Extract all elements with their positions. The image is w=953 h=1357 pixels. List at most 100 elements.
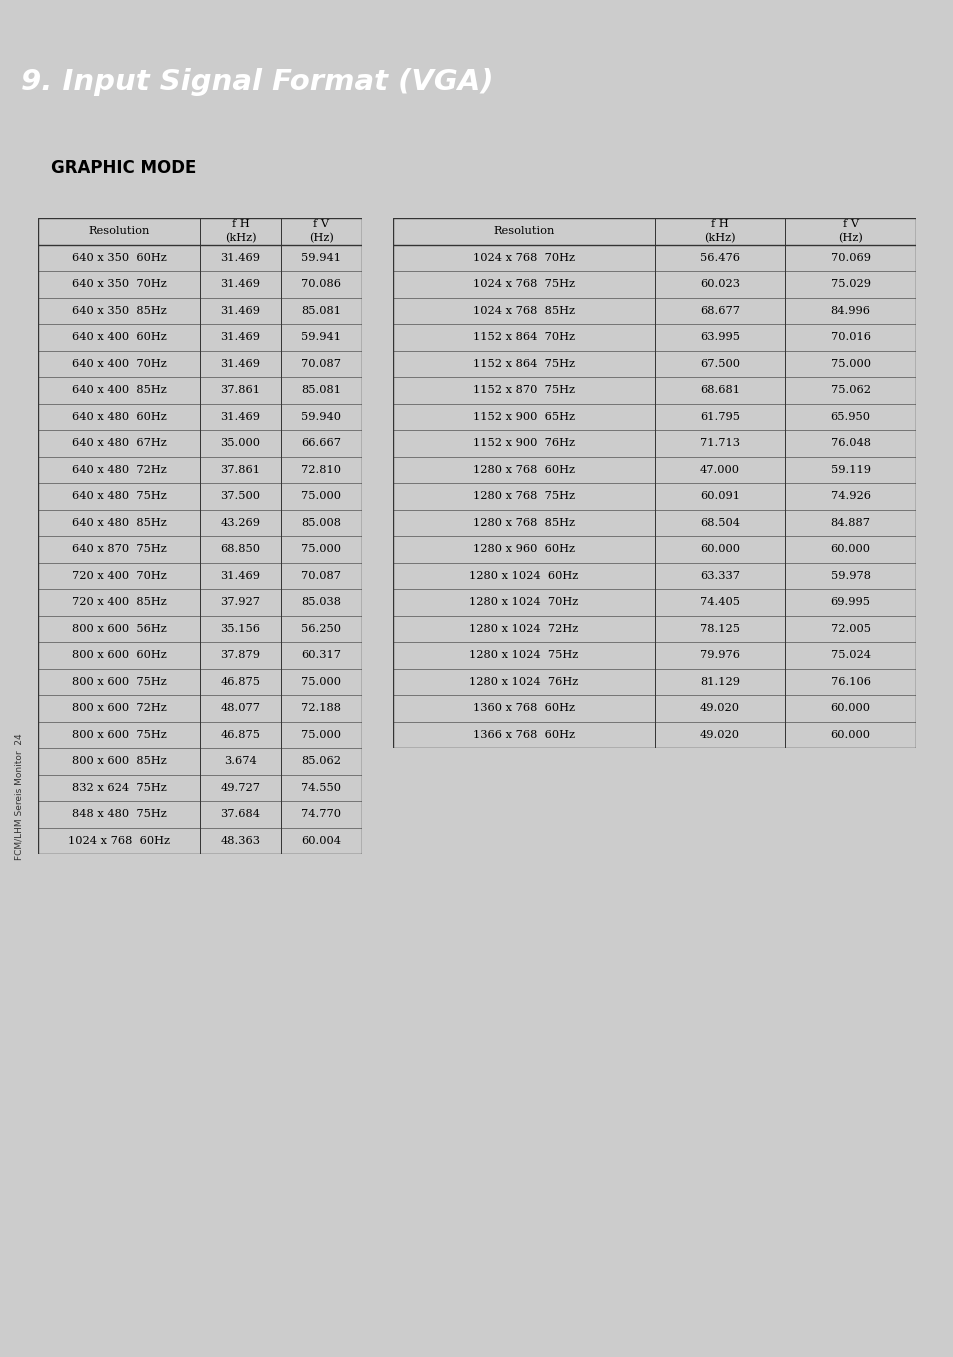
Text: 1280 x 1024  70Hz: 1280 x 1024 70Hz <box>469 597 578 607</box>
Text: 49.727: 49.727 <box>220 783 260 792</box>
Text: 72.188: 72.188 <box>301 703 341 714</box>
Text: 48.363: 48.363 <box>220 836 260 845</box>
Text: 69.995: 69.995 <box>830 597 870 607</box>
Text: f V
(Hz): f V (Hz) <box>309 220 334 243</box>
Text: 31.469: 31.469 <box>220 280 260 289</box>
Text: 47.000: 47.000 <box>700 464 740 475</box>
Text: FCM/LHM Sereis Monitor  24: FCM/LHM Sereis Monitor 24 <box>14 733 24 859</box>
Text: 63.995: 63.995 <box>700 332 740 342</box>
Text: 37.684: 37.684 <box>220 809 260 820</box>
Text: 37.500: 37.500 <box>220 491 260 501</box>
Text: 1152 x 864  75Hz: 1152 x 864 75Hz <box>473 358 574 369</box>
Text: 640 x 480  67Hz: 640 x 480 67Hz <box>71 438 166 448</box>
Text: 68.504: 68.504 <box>700 518 740 528</box>
Text: 31.469: 31.469 <box>220 252 260 263</box>
Text: 1024 x 768  85Hz: 1024 x 768 85Hz <box>473 305 574 316</box>
Text: 61.795: 61.795 <box>700 411 740 422</box>
Text: 60.000: 60.000 <box>830 544 870 554</box>
Text: 63.337: 63.337 <box>700 571 740 581</box>
Text: 79.976: 79.976 <box>700 650 740 661</box>
Text: 720 x 400  85Hz: 720 x 400 85Hz <box>71 597 166 607</box>
Text: 49.020: 49.020 <box>700 730 740 740</box>
Text: 60.000: 60.000 <box>700 544 740 554</box>
Text: 70.016: 70.016 <box>830 332 870 342</box>
Text: Resolution: Resolution <box>493 227 554 236</box>
Text: 78.125: 78.125 <box>700 624 740 634</box>
Text: 84.887: 84.887 <box>830 518 870 528</box>
Text: Resolution: Resolution <box>89 227 150 236</box>
Text: 76.106: 76.106 <box>830 677 870 687</box>
Text: 48.077: 48.077 <box>220 703 260 714</box>
Text: 31.469: 31.469 <box>220 571 260 581</box>
Text: 1152 x 864  70Hz: 1152 x 864 70Hz <box>473 332 574 342</box>
Text: 75.062: 75.062 <box>830 385 870 395</box>
Text: 75.000: 75.000 <box>301 491 341 501</box>
Text: 49.020: 49.020 <box>700 703 740 714</box>
Text: 56.476: 56.476 <box>700 252 740 263</box>
Text: 800 x 600  75Hz: 800 x 600 75Hz <box>71 677 166 687</box>
Text: 1280 x 960  60Hz: 1280 x 960 60Hz <box>473 544 574 554</box>
Text: 74.405: 74.405 <box>700 597 740 607</box>
Text: 46.875: 46.875 <box>220 730 260 740</box>
Text: 800 x 600  85Hz: 800 x 600 85Hz <box>71 756 166 767</box>
Text: 35.000: 35.000 <box>220 438 260 448</box>
Text: 37.861: 37.861 <box>220 464 260 475</box>
Text: 60.317: 60.317 <box>301 650 341 661</box>
Text: 59.941: 59.941 <box>301 332 341 342</box>
Text: 1024 x 768  75Hz: 1024 x 768 75Hz <box>473 280 574 289</box>
Text: 1280 x 1024  76Hz: 1280 x 1024 76Hz <box>469 677 578 687</box>
Text: 1280 x 768  75Hz: 1280 x 768 75Hz <box>473 491 574 501</box>
Text: 640 x 350  85Hz: 640 x 350 85Hz <box>71 305 166 316</box>
Text: 800 x 600  60Hz: 800 x 600 60Hz <box>71 650 166 661</box>
Text: 800 x 600  56Hz: 800 x 600 56Hz <box>71 624 166 634</box>
Text: 74.770: 74.770 <box>301 809 341 820</box>
Text: 640 x 480  85Hz: 640 x 480 85Hz <box>71 518 166 528</box>
Text: 81.129: 81.129 <box>700 677 740 687</box>
Text: 85.038: 85.038 <box>301 597 341 607</box>
Text: 85.081: 85.081 <box>301 305 341 316</box>
Text: 35.156: 35.156 <box>220 624 260 634</box>
Text: 65.950: 65.950 <box>830 411 870 422</box>
Text: 75.029: 75.029 <box>830 280 870 289</box>
Text: 640 x 350  70Hz: 640 x 350 70Hz <box>71 280 166 289</box>
Text: 68.850: 68.850 <box>220 544 260 554</box>
Text: 74.550: 74.550 <box>301 783 341 792</box>
Text: 59.119: 59.119 <box>830 464 870 475</box>
Text: 70.086: 70.086 <box>301 280 341 289</box>
Text: 37.927: 37.927 <box>220 597 260 607</box>
Text: 1280 x 1024  60Hz: 1280 x 1024 60Hz <box>469 571 578 581</box>
Text: 75.000: 75.000 <box>301 677 341 687</box>
Text: 640 x 480  75Hz: 640 x 480 75Hz <box>71 491 166 501</box>
Text: 1366 x 768  60Hz: 1366 x 768 60Hz <box>473 730 574 740</box>
Text: 76.048: 76.048 <box>830 438 870 448</box>
Text: 66.667: 66.667 <box>301 438 341 448</box>
Text: 1360 x 768  60Hz: 1360 x 768 60Hz <box>473 703 574 714</box>
Text: 640 x 350  60Hz: 640 x 350 60Hz <box>71 252 166 263</box>
Text: 3.674: 3.674 <box>224 756 256 767</box>
Text: 37.861: 37.861 <box>220 385 260 395</box>
Text: 1280 x 1024  75Hz: 1280 x 1024 75Hz <box>469 650 578 661</box>
Text: 832 x 624  75Hz: 832 x 624 75Hz <box>71 783 166 792</box>
Text: 1280 x 768  85Hz: 1280 x 768 85Hz <box>473 518 574 528</box>
Text: 31.469: 31.469 <box>220 305 260 316</box>
Text: 60.023: 60.023 <box>700 280 740 289</box>
Text: 59.941: 59.941 <box>301 252 341 263</box>
Text: 75.000: 75.000 <box>301 544 341 554</box>
Text: 9. Input Signal Format (VGA): 9. Input Signal Format (VGA) <box>21 68 493 96</box>
Text: 640 x 480  72Hz: 640 x 480 72Hz <box>71 464 166 475</box>
Text: 70.069: 70.069 <box>830 252 870 263</box>
Text: 60.000: 60.000 <box>830 730 870 740</box>
Text: 1280 x 1024  72Hz: 1280 x 1024 72Hz <box>469 624 578 634</box>
Text: 71.713: 71.713 <box>700 438 740 448</box>
Text: 31.469: 31.469 <box>220 411 260 422</box>
Text: 848 x 480  75Hz: 848 x 480 75Hz <box>71 809 166 820</box>
Text: 640 x 400  70Hz: 640 x 400 70Hz <box>71 358 166 369</box>
Text: 1024 x 768  60Hz: 1024 x 768 60Hz <box>68 836 170 845</box>
Text: 31.469: 31.469 <box>220 332 260 342</box>
Text: 67.500: 67.500 <box>700 358 740 369</box>
Text: 640 x 480  60Hz: 640 x 480 60Hz <box>71 411 166 422</box>
Text: 60.091: 60.091 <box>700 491 740 501</box>
Text: 84.996: 84.996 <box>830 305 870 316</box>
Text: 640 x 400  85Hz: 640 x 400 85Hz <box>71 385 166 395</box>
Text: 1152 x 900  76Hz: 1152 x 900 76Hz <box>473 438 574 448</box>
